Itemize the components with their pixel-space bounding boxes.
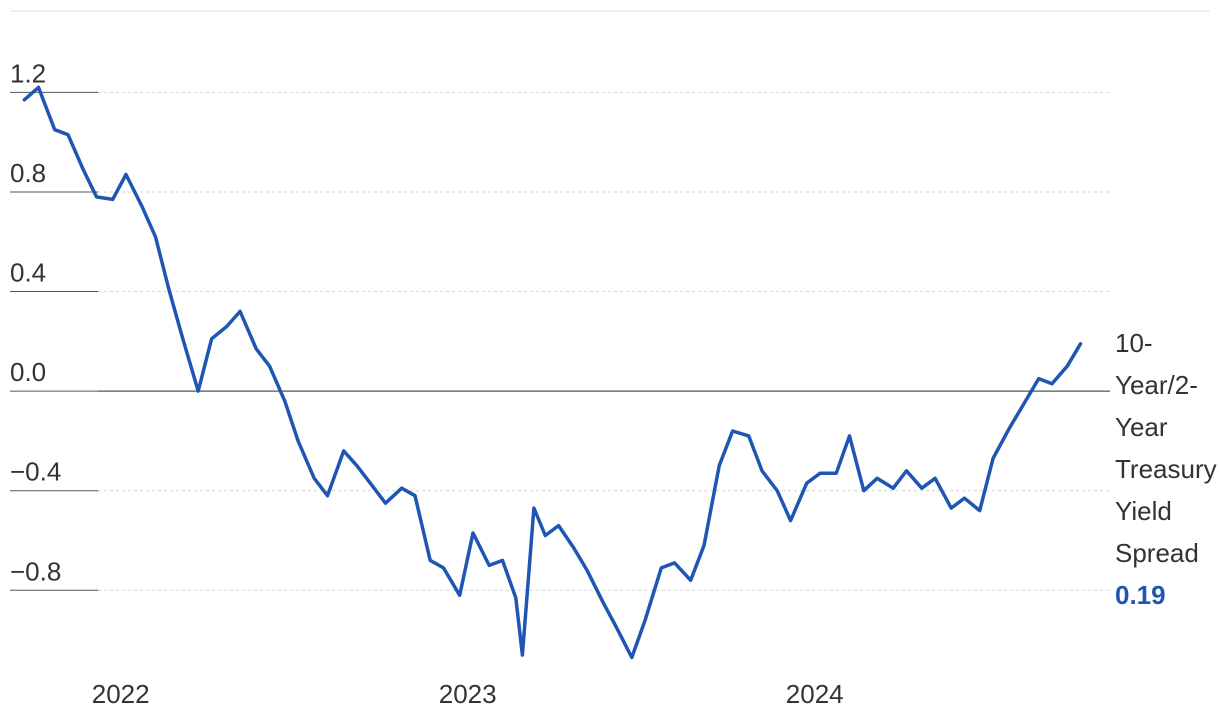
data-point [225, 325, 228, 328]
data-point [53, 128, 56, 131]
x-axis-ticks: 2022 2023 2024 [92, 679, 844, 709]
data-point [180, 335, 184, 338]
data-point [342, 449, 345, 453]
data-point [197, 389, 200, 393]
data-point [488, 564, 491, 567]
y-tick-label: −0.4 [10, 457, 61, 487]
data-point [458, 594, 461, 597]
data-point [805, 482, 808, 485]
data-point [920, 487, 923, 490]
data-point [572, 546, 575, 550]
data-point [371, 484, 374, 487]
data-point [1008, 427, 1011, 430]
data-point [355, 464, 359, 467]
data-point [1037, 377, 1040, 380]
series-name-line: Year [1115, 412, 1168, 442]
series-name-line: Spread [1115, 538, 1199, 568]
data-point [950, 506, 953, 510]
data-point [702, 544, 706, 547]
data-point [760, 469, 764, 472]
data-point [514, 596, 517, 599]
data-point [848, 434, 851, 438]
series-name-line: Yield [1115, 496, 1172, 526]
x-tick-label: 2023 [439, 679, 497, 709]
y-tick-label: −0.8 [10, 556, 61, 586]
data-point [747, 434, 750, 438]
data-point [268, 365, 271, 368]
data-point [544, 534, 547, 537]
data-point [630, 656, 633, 659]
data-point [255, 347, 258, 350]
y-axis-ticks: 1.2 0.8 0.4 0.0 −0.4 −0.8 [10, 58, 98, 591]
y-tick-label: 0.4 [10, 258, 46, 288]
data-point [789, 519, 792, 522]
data-point [238, 310, 242, 313]
data-point [283, 399, 286, 403]
data-point [673, 561, 676, 565]
data-point [296, 439, 300, 443]
data-point [1050, 382, 1054, 385]
data-point [862, 489, 865, 492]
x-tick-label: 2024 [786, 679, 844, 709]
data-point [521, 653, 524, 657]
data-point [501, 559, 504, 562]
data-point [167, 287, 170, 291]
data-point [835, 472, 838, 475]
data-point [776, 489, 779, 492]
series-label-group: 10- Year/2- Year Treasury Yield Spread 0.19 [1115, 328, 1217, 610]
y-tick-label: 0.8 [10, 158, 46, 188]
data-point [82, 168, 85, 171]
series-name-line: Treasury [1115, 454, 1217, 484]
last-value-label: 0.19 [1115, 580, 1166, 610]
data-point [141, 205, 144, 209]
data-point [905, 469, 908, 472]
data-point [615, 626, 618, 629]
data-point [1066, 365, 1069, 368]
series-layer [22, 85, 1083, 660]
series-name-line: 10- [1115, 328, 1153, 358]
data-point [313, 477, 316, 480]
y-tick-label: 1.2 [10, 58, 46, 88]
data-point [111, 198, 114, 201]
x-tick-label: 2022 [92, 679, 150, 709]
data-point [532, 506, 536, 510]
data-point [875, 477, 879, 480]
series-line [22, 85, 1083, 660]
data-point [154, 235, 157, 238]
data-point [326, 494, 329, 497]
data-point [1079, 342, 1082, 345]
data-point [602, 601, 605, 604]
data-point [557, 524, 560, 527]
grid-lines [98, 91, 1110, 591]
data-point [585, 569, 589, 572]
data-point [442, 566, 445, 570]
data-point [718, 464, 721, 467]
data-point [892, 487, 895, 490]
series-name-line: Year/2- [1115, 370, 1198, 400]
y-tick-label: 0.0 [10, 357, 46, 387]
data-point [429, 559, 432, 562]
data-point [471, 531, 475, 535]
data-point [978, 509, 981, 512]
data-point [1021, 404, 1024, 408]
data-point [124, 173, 128, 176]
data-point [818, 472, 822, 475]
data-point [991, 457, 995, 460]
data-point [689, 579, 692, 582]
data-point [413, 494, 417, 497]
data-point [400, 487, 403, 490]
data-point [731, 429, 734, 433]
data-point [384, 502, 387, 505]
data-point [95, 195, 98, 199]
data-point [66, 133, 70, 136]
data-point [643, 619, 647, 622]
data-point [933, 477, 937, 480]
data-point [210, 337, 213, 340]
data-point [963, 497, 966, 500]
data-point [37, 86, 40, 89]
data-point [23, 98, 26, 102]
data-point [660, 566, 663, 570]
